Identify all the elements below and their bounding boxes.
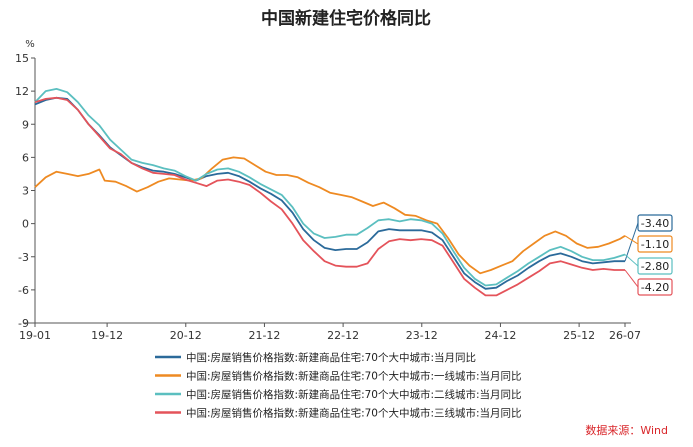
y-tick-label: -6	[18, 284, 29, 297]
callout-value: -1.10	[641, 238, 669, 251]
x-tick-label: 19-12	[91, 329, 123, 342]
series-lines	[34, 88, 626, 297]
legend-label: 中国:房屋销售价格指数:新建商品住宅:70个大中城市:一线城市:当月同比	[186, 370, 522, 383]
y-axis-unit: %	[25, 39, 35, 50]
x-tick-label: 26-07	[609, 329, 641, 342]
chart-title: 中国新建住宅价格同比	[261, 8, 431, 29]
y-tick-label: -3	[18, 251, 29, 264]
x-tick-label: 22-12	[327, 329, 359, 342]
end-value-callouts: -3.40 -1.10 -2.80 -4.20	[624, 214, 673, 296]
y-tick-label: 3	[22, 185, 29, 198]
series-line-1	[34, 156, 626, 275]
legend: 中国:房屋销售价格指数:新建商品住宅:70个大中城市:当月同比中国:房屋销售价格…	[155, 351, 522, 420]
callout-leader	[624, 269, 639, 288]
callout-leader	[624, 254, 639, 267]
legend-label: 中国:房屋销售价格指数:新建商品住宅:70个大中城市:二线城市:当月同比	[186, 388, 522, 401]
x-tick-label: 23-12	[406, 329, 438, 342]
callout-leader	[624, 235, 639, 245]
y-tick-label: 9	[22, 118, 29, 131]
x-axis: 19-01 19-12 20-12 21-12 22-12 23-12 24-12 25-12…	[19, 322, 641, 342]
y-tick-label: 0	[22, 218, 29, 231]
x-tick-label: 25-12	[563, 329, 595, 342]
legend-label: 中国:房屋销售价格指数:新建商品住宅:70个大中城市:当月同比	[186, 351, 476, 364]
legend-label: 中国:房屋销售价格指数:新建商品住宅:70个大中城市:三线城市:当月同比	[186, 407, 522, 420]
callout-leader	[624, 222, 639, 262]
x-tick-label: 20-12	[170, 329, 202, 342]
y-tick-label: 15	[15, 52, 29, 65]
x-tick-label: 19-01	[19, 329, 51, 342]
callout-box	[637, 278, 673, 296]
callout-box	[637, 235, 673, 253]
callout-box	[637, 214, 673, 232]
callout-value: -3.40	[641, 217, 669, 230]
callout-box	[637, 257, 673, 275]
callout-value: -4.20	[641, 281, 669, 294]
callout-value: -2.80	[641, 260, 669, 273]
source-note: 数据来源：Wind	[585, 423, 668, 437]
x-tick-label: 21-12	[248, 329, 280, 342]
y-tick-label: 12	[15, 85, 29, 98]
series-line-3	[34, 96, 625, 297]
x-tick-label: 24-12	[484, 329, 516, 342]
series-line-2	[34, 88, 626, 287]
y-tick-label: 6	[22, 151, 29, 164]
